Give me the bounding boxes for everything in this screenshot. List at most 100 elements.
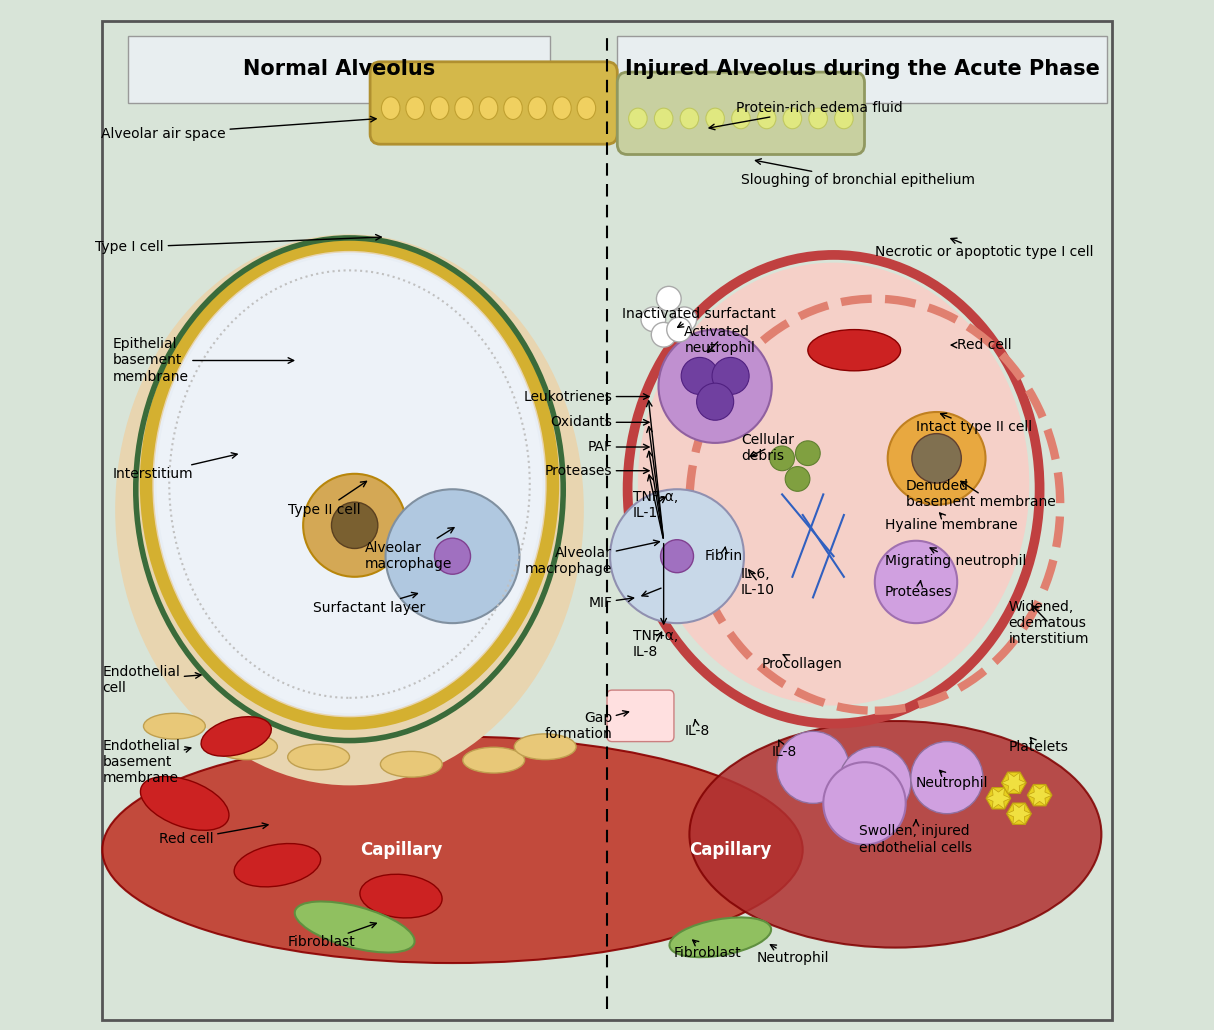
- Circle shape: [823, 762, 906, 845]
- Text: Swollen, injured
endothelial cells: Swollen, injured endothelial cells: [860, 820, 972, 855]
- Ellipse shape: [202, 717, 272, 756]
- Text: Migrating neutrophil: Migrating neutrophil: [885, 548, 1027, 569]
- Circle shape: [839, 747, 910, 819]
- Ellipse shape: [504, 97, 522, 119]
- Text: Gap
formation: Gap formation: [544, 711, 629, 742]
- Text: Leukotrienes: Leukotrienes: [523, 389, 649, 404]
- Ellipse shape: [577, 97, 596, 119]
- Text: Endothelial
cell: Endothelial cell: [102, 664, 202, 695]
- Ellipse shape: [405, 97, 425, 119]
- Ellipse shape: [288, 744, 350, 770]
- Text: Type I cell: Type I cell: [96, 235, 381, 254]
- Ellipse shape: [295, 901, 415, 953]
- Text: IL-6,
IL-10: IL-6, IL-10: [741, 566, 775, 597]
- Polygon shape: [986, 788, 1011, 809]
- Text: Widened,
edematous
interstitium: Widened, edematous interstitium: [1009, 599, 1089, 647]
- Circle shape: [875, 541, 957, 623]
- Circle shape: [658, 330, 772, 443]
- Ellipse shape: [912, 434, 961, 483]
- Ellipse shape: [807, 330, 901, 371]
- Ellipse shape: [680, 108, 699, 129]
- Text: TNF-α,
IL-1: TNF-α, IL-1: [632, 489, 677, 520]
- Text: Endothelial
basement
membrane: Endothelial basement membrane: [102, 739, 191, 786]
- Ellipse shape: [732, 108, 750, 129]
- Circle shape: [641, 307, 665, 332]
- Text: Cellular
debris: Cellular debris: [741, 433, 794, 464]
- Text: Procollagen: Procollagen: [761, 654, 843, 672]
- Circle shape: [713, 357, 749, 394]
- Text: Platelets: Platelets: [1009, 737, 1068, 754]
- Text: Fibroblast: Fibroblast: [288, 923, 376, 950]
- Ellipse shape: [359, 874, 442, 918]
- Ellipse shape: [143, 714, 205, 740]
- Text: Alveolar air space: Alveolar air space: [101, 116, 376, 141]
- Text: Neutrophil: Neutrophil: [917, 770, 988, 790]
- Text: Inactivated surfactant: Inactivated surfactant: [623, 307, 776, 328]
- FancyBboxPatch shape: [127, 36, 550, 103]
- Circle shape: [785, 467, 810, 491]
- Circle shape: [795, 441, 821, 466]
- Ellipse shape: [660, 540, 693, 573]
- Text: MIF: MIF: [588, 595, 634, 610]
- Circle shape: [770, 446, 794, 471]
- FancyBboxPatch shape: [370, 62, 617, 144]
- Ellipse shape: [758, 108, 776, 129]
- Ellipse shape: [637, 263, 1029, 706]
- Ellipse shape: [629, 108, 647, 129]
- Text: Capillary: Capillary: [359, 840, 442, 859]
- Ellipse shape: [157, 254, 543, 714]
- Text: Type II cell: Type II cell: [288, 481, 367, 517]
- Text: Fibrin: Fibrin: [705, 547, 743, 563]
- Text: TNF-α,
IL-8: TNF-α, IL-8: [632, 628, 677, 659]
- Text: Proteases: Proteases: [545, 464, 649, 478]
- Ellipse shape: [216, 733, 278, 760]
- Text: Surfactant layer: Surfactant layer: [313, 592, 426, 615]
- Circle shape: [666, 317, 692, 342]
- Text: Injured Alveolus during the Acute Phase: Injured Alveolus during the Acute Phase: [625, 59, 1100, 79]
- Ellipse shape: [102, 736, 802, 963]
- Circle shape: [777, 731, 849, 803]
- Ellipse shape: [783, 108, 801, 129]
- Text: Red cell: Red cell: [952, 338, 1011, 352]
- Ellipse shape: [705, 108, 725, 129]
- Text: Oxidants: Oxidants: [550, 415, 649, 430]
- Circle shape: [681, 357, 719, 394]
- Text: Proteases: Proteases: [885, 581, 953, 599]
- Text: Activated
neutrophil: Activated neutrophil: [685, 324, 755, 355]
- Polygon shape: [1027, 785, 1053, 805]
- Ellipse shape: [115, 235, 584, 786]
- Text: Denuded
basement membrane: Denuded basement membrane: [906, 479, 1055, 510]
- Text: Alveolar
macrophage: Alveolar macrophage: [365, 527, 454, 572]
- Text: Interstitium: Interstitium: [113, 453, 237, 481]
- Ellipse shape: [515, 733, 577, 760]
- Text: Capillary: Capillary: [690, 840, 772, 859]
- FancyBboxPatch shape: [617, 72, 864, 154]
- Ellipse shape: [381, 97, 399, 119]
- Polygon shape: [1002, 772, 1026, 793]
- Ellipse shape: [380, 752, 442, 777]
- Text: Intact type II cell: Intact type II cell: [917, 413, 1032, 435]
- Text: Epithelial
basement
membrane: Epithelial basement membrane: [113, 337, 294, 384]
- Polygon shape: [1027, 785, 1053, 805]
- Circle shape: [910, 742, 983, 814]
- Circle shape: [611, 489, 744, 623]
- Polygon shape: [1006, 803, 1032, 824]
- Ellipse shape: [528, 97, 546, 119]
- Ellipse shape: [669, 918, 771, 957]
- Ellipse shape: [141, 777, 229, 830]
- Ellipse shape: [690, 721, 1101, 948]
- FancyBboxPatch shape: [102, 21, 1112, 1020]
- Circle shape: [697, 383, 733, 420]
- Ellipse shape: [887, 412, 986, 505]
- FancyBboxPatch shape: [617, 36, 1106, 103]
- Text: Normal Alveolus: Normal Alveolus: [243, 59, 436, 79]
- Text: Hyaline membrane: Hyaline membrane: [885, 513, 1017, 533]
- Ellipse shape: [463, 748, 524, 772]
- Text: Neutrophil: Neutrophil: [756, 945, 829, 965]
- Text: Necrotic or apoptotic type I cell: Necrotic or apoptotic type I cell: [875, 238, 1094, 260]
- Text: IL-8: IL-8: [685, 720, 709, 739]
- Circle shape: [386, 489, 520, 623]
- Text: Sloughing of bronchial epithelium: Sloughing of bronchial epithelium: [741, 159, 975, 187]
- Ellipse shape: [304, 474, 407, 577]
- Ellipse shape: [480, 97, 498, 119]
